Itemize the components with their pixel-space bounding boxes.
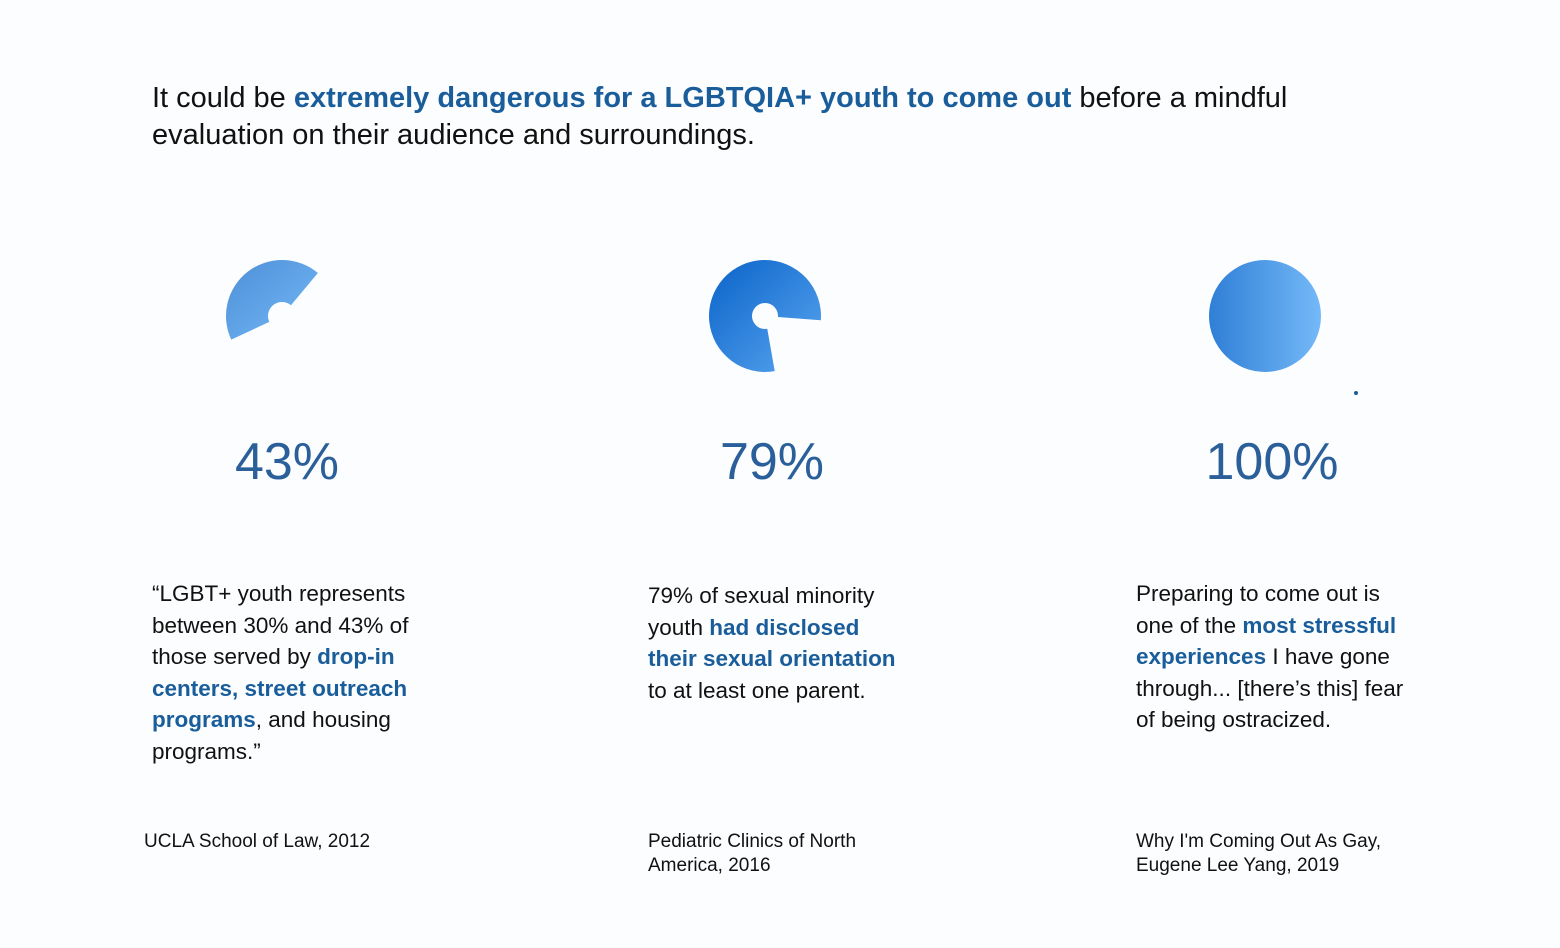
pie-slice-1 [226,260,318,340]
quote-text: to at least one parent. [648,677,866,703]
percent-label-3: 100% [1205,433,1339,491]
quote-3: Preparing to come out is one of the most… [1136,578,1416,736]
pie-slice-2 [709,259,821,372]
decorative-dot [1354,391,1358,395]
quote-text: I have gone through... [there’s this] fe… [1136,644,1404,732]
quote-highlight: most stressful experiences [1136,612,1397,670]
quote-text: 79% of sexual minority youth [648,583,875,640]
percent-label-1: 43% [234,433,340,491]
headline-highlight: extremely dangerous for a LGBTQIA+ youth… [293,82,1072,114]
quote-1: “LGBT+ youth represents between 30% and … [152,578,427,767]
quote-text: “LGBT+ youth represents between 30% and … [152,581,409,669]
headline-post: before a mindful evaluation on their aud… [152,82,1288,151]
quote-text: , and housing programs.” [152,707,391,764]
source-2: Pediatric Clinics of North America, 2016 [648,831,857,876]
quote-2: 79% of sexual minority youth had disclos… [648,580,908,706]
source-1: UCLA School of Law, 2012 [144,831,371,852]
quote-highlight: had disclosed their sexual orientation [648,614,896,672]
quote-text: Preparing to come out is one of the [1136,581,1380,638]
headline: It could be extremely dangerous for a LG… [152,80,1352,154]
quote-highlight: drop-in centers, street outreach program… [152,644,408,732]
pie-slice-3 [1209,260,1321,372]
source-3: Why I'm Coming Out As Gay, Eugene Lee Ya… [1136,831,1382,876]
percent-label-2: 79% [719,433,825,491]
headline-pre: It could be [152,82,294,114]
